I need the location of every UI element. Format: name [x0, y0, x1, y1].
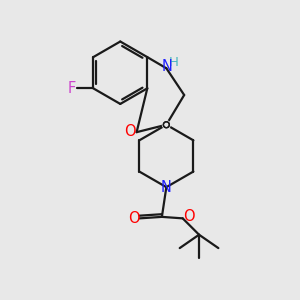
Circle shape	[163, 121, 170, 129]
Text: N: N	[161, 180, 172, 195]
Text: N: N	[161, 59, 172, 74]
Text: O: O	[183, 209, 194, 224]
Text: H: H	[169, 56, 179, 69]
Text: O: O	[124, 124, 136, 139]
Text: O: O	[128, 211, 140, 226]
Text: F: F	[68, 81, 76, 96]
